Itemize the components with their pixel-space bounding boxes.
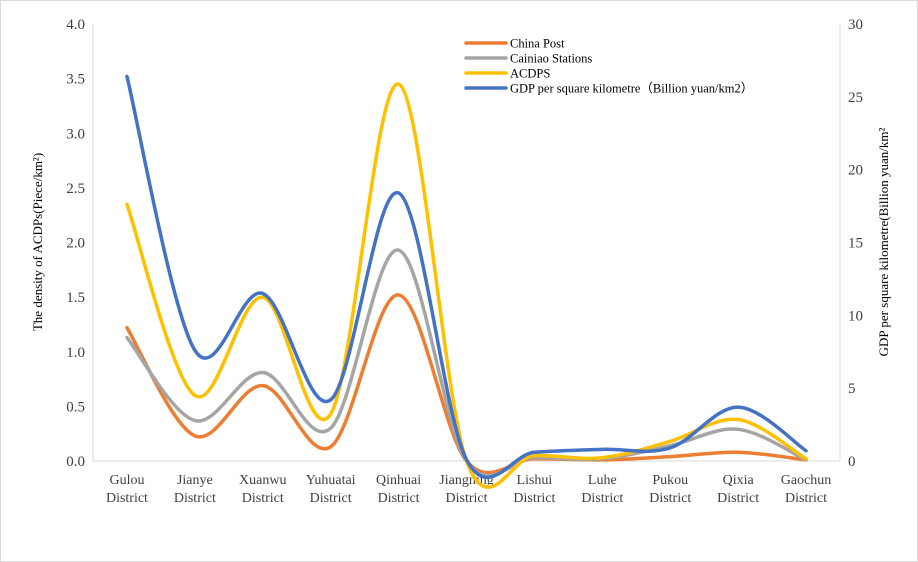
legend-label: ACDPS xyxy=(510,67,550,81)
x-category-label: District xyxy=(717,491,759,506)
x-category-label: Pukou xyxy=(652,473,688,488)
x-category-label: District xyxy=(581,491,623,506)
x-category-label: Lishui xyxy=(517,473,553,488)
legend-label: GDP per square kilometre（Billion yuan/km… xyxy=(510,82,753,96)
y-left-tick-label: 1.0 xyxy=(66,345,85,361)
y-right-tick-label: 20 xyxy=(848,163,863,179)
x-category-label: District xyxy=(513,491,555,506)
x-category-label: District xyxy=(242,491,284,506)
y-right-tick-label: 5 xyxy=(848,381,856,397)
y-left-tick-label: 4.0 xyxy=(66,17,85,33)
legend-label: Cainiao Stations xyxy=(510,52,592,66)
x-category-label: District xyxy=(446,491,488,506)
x-category-label: Qinhuai xyxy=(376,473,421,488)
x-category-label: Gaochun xyxy=(781,473,832,488)
y-right-tick-label: 30 xyxy=(848,17,863,33)
axes: 0.0 0.5 1.0 1.5 2.0 2.5 3.0 3.5 4.0 0 5 10 15 20 25 30 G… xyxy=(66,17,863,506)
x-category-label: District xyxy=(649,491,691,506)
y-left-tick-label: 3.0 xyxy=(66,126,85,142)
y-right-tick-label: 25 xyxy=(848,90,863,106)
x-category-label: District xyxy=(785,491,827,506)
series-lines xyxy=(125,74,808,489)
x-category-label: District xyxy=(174,491,216,506)
series-line-4 xyxy=(125,74,808,479)
x-category-label: District xyxy=(106,491,148,506)
x-category-label: Gulou xyxy=(109,473,144,488)
y-axis-left-title: The density of ACDPs(Piece/km²) xyxy=(30,153,45,331)
x-category-label: District xyxy=(378,491,420,506)
y-left-tick-label: 0.0 xyxy=(66,454,85,470)
y-left-tick-label: 1.5 xyxy=(66,290,85,306)
x-category-label: Yuhuatai xyxy=(306,473,356,488)
y-left-tick-label: 2.5 xyxy=(66,181,85,197)
y-left-tick-label: 0.5 xyxy=(66,399,85,415)
x-category-label: Luhe xyxy=(588,473,617,488)
y-right-tick-label: 0 xyxy=(848,454,856,470)
y-right-tick-label: 15 xyxy=(848,236,863,252)
legend-label: China Post xyxy=(510,37,565,51)
x-category-label: Qixia xyxy=(723,473,755,488)
x-category-label: Jianye xyxy=(177,473,213,488)
x-category-label: District xyxy=(310,491,352,506)
x-category-label: Xuanwu xyxy=(239,473,286,488)
y-axis-right-title: GDP per square kilometre(Billion yuan/km… xyxy=(876,128,891,357)
y-right-tick-label: 10 xyxy=(848,308,863,324)
series-line-2 xyxy=(125,248,808,478)
series-line-1 xyxy=(125,293,808,475)
y-left-tick-label: 2.0 xyxy=(66,236,85,252)
series-line-3 xyxy=(125,82,808,489)
y-left-tick-label: 3.5 xyxy=(66,72,85,88)
